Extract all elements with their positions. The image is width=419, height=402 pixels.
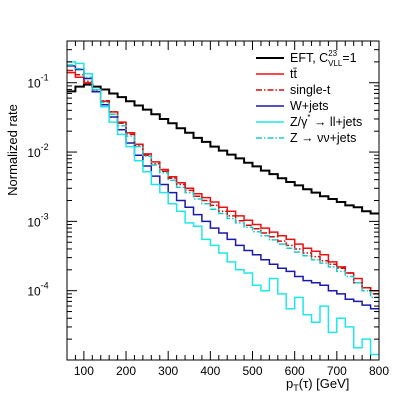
x-tick-label: 200 xyxy=(116,364,136,378)
series-line-3 xyxy=(67,65,379,310)
series-line-4 xyxy=(67,61,379,356)
legend-label-2: single-t xyxy=(290,83,331,97)
x-tick-label: 400 xyxy=(200,364,220,378)
x-axis: 100 200 300 400 500 600 700 800 xyxy=(66,41,389,378)
series-line-5 xyxy=(67,64,379,299)
series-line-0 xyxy=(67,83,379,215)
x-tick-label: 500 xyxy=(242,364,262,378)
x-tick-label: 300 xyxy=(158,364,178,378)
series-line-1 xyxy=(67,71,379,292)
y-tick-label: 10-3 xyxy=(27,211,48,229)
x-axis-title: pT(τ) [GeV] xyxy=(286,376,349,393)
x-tick-label: 700 xyxy=(327,364,347,378)
legend-label-3: W+jets xyxy=(290,99,329,113)
legend-label-1: tt̄ xyxy=(290,67,297,81)
y-tick-label: 10-4 xyxy=(27,281,48,299)
x-tick-label: 100 xyxy=(74,364,94,378)
x-tick-label: 800 xyxy=(369,364,389,378)
legend-label-4: Z/γ* → ll+jets xyxy=(290,113,362,129)
legend-label-0: EFT, C23 VLL=1 xyxy=(290,49,357,68)
x-tick-label: 600 xyxy=(285,364,305,378)
series-line-2 xyxy=(67,69,379,295)
plot-frame xyxy=(66,40,380,361)
legend-label-5: Z → νν+jets xyxy=(290,131,356,145)
y-axis-title: Normalized rate xyxy=(5,104,20,196)
y-tick-label: 10-2 xyxy=(27,142,48,160)
y-tick-label: 10-1 xyxy=(27,73,48,91)
series-layer xyxy=(67,61,379,356)
plot-area: 100 200 300 400 500 600 700 800 10-410-310-210-… xyxy=(27,40,389,378)
y-axis: 10-4 10-3 10-2 10-1 xyxy=(27,40,379,361)
